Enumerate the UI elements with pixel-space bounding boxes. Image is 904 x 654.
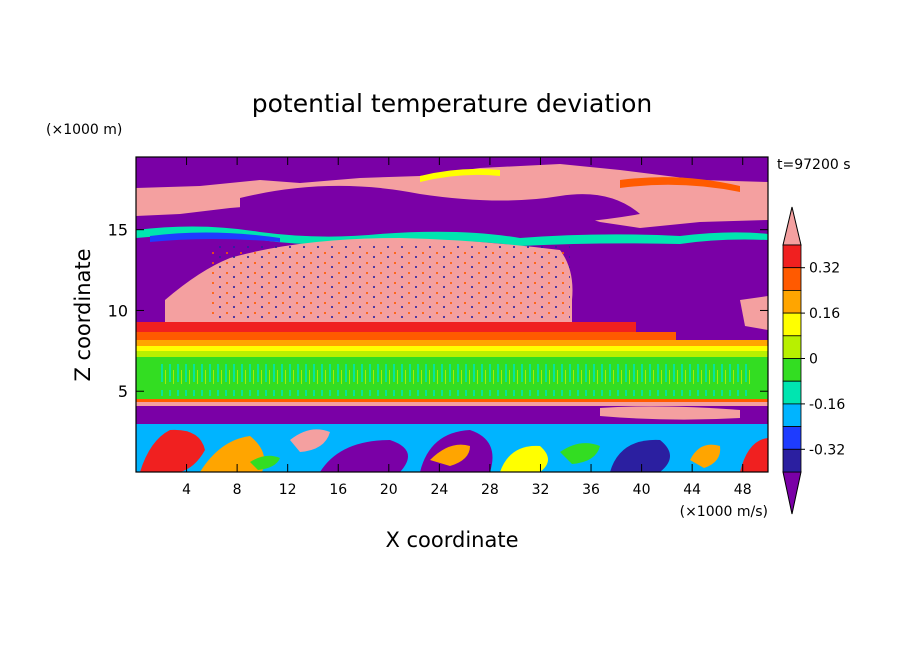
upper-edge-yellow (420, 168, 500, 182)
band-yellow (136, 346, 768, 351)
y-tick-label: 15 (108, 221, 128, 240)
colorbar-extend-top (782, 206, 802, 246)
x-axis-label: X coordinate (385, 528, 518, 552)
x-tick-label: 24 (430, 482, 448, 498)
plot-frame (135, 156, 769, 473)
x-tick-label: 12 (279, 482, 297, 498)
colorbar-box (782, 403, 802, 427)
bl-yellow-cell (500, 445, 548, 472)
y-tick-label: 10 (108, 301, 128, 320)
colorbar-box (782, 358, 802, 382)
bl-red-cell (740, 438, 768, 472)
colorbar-box (782, 289, 802, 314)
upper-cold-lens (240, 185, 640, 228)
bl-red-plume (140, 429, 205, 472)
mid-filament-blue (150, 232, 280, 242)
colorbar-label: -0.32 (809, 442, 845, 458)
inversion-line-pink (136, 402, 768, 406)
x-tick-label: 28 (481, 482, 499, 498)
colorbar-box (782, 244, 802, 269)
x-tick-label: 40 (633, 482, 651, 498)
colorbar: 0.32 0.16 0 -0.16 -0.32 (782, 206, 845, 515)
colorbar-box (782, 448, 802, 473)
colorbar-label: 0 (809, 352, 818, 368)
colorbar-box (782, 380, 802, 405)
right-warm-patch (740, 296, 768, 330)
colorbar-box (782, 335, 802, 359)
bl-green-cell-2 (250, 455, 280, 470)
neutral-streaks (160, 362, 750, 396)
bl-orange-cell-2 (690, 444, 721, 468)
band-orange (136, 332, 676, 340)
x-tick-label: 4 (182, 482, 191, 498)
x-tick-label: 32 (532, 482, 550, 498)
bl-pink-plume (290, 429, 330, 452)
colorbar-label: 0.16 (809, 306, 840, 322)
dome-specks (210, 245, 570, 325)
y-axis-label: Z coordinate (71, 248, 95, 381)
bl-orange-plume (200, 436, 265, 472)
x-tick-label: 36 (582, 482, 600, 498)
x-unit-label: (×1000 m/s) (680, 504, 768, 520)
colorbar-box (782, 267, 802, 291)
x-axis: 4 8 12 16 20 24 28 32 36 40 44 48 (182, 157, 752, 498)
time-label: t=97200 s (777, 157, 851, 173)
y-axis: 5 10 15 (108, 221, 768, 401)
band-red (136, 322, 636, 332)
y-unit-label: (×1000 m) (46, 122, 122, 138)
bl-cold-pool (320, 440, 408, 472)
x-tick-label: 16 (329, 482, 347, 498)
x-tick-label: 20 (380, 482, 398, 498)
x-tick-label: 48 (734, 482, 752, 498)
inversion-line-orange (136, 399, 768, 402)
mid-filament (136, 226, 768, 246)
x-tick-label: 44 (683, 482, 701, 498)
low-warm-lens (600, 406, 740, 420)
band-lime (136, 351, 768, 357)
x-tick-label: 8 (233, 482, 242, 498)
colorbar-label: 0.32 (809, 261, 840, 277)
chart-title: potential temperature deviation (252, 89, 652, 118)
colorbar-label: -0.16 (809, 397, 845, 413)
colorbar-box (782, 312, 802, 337)
y-tick-label: 5 (118, 382, 128, 401)
band-amber (136, 340, 768, 346)
bl-green-cell (560, 443, 600, 464)
bl-navy-cell (610, 439, 670, 472)
colorbar-extend-bottom (782, 471, 802, 515)
colorbar-box (782, 426, 802, 450)
contour-field (136, 157, 768, 472)
bl-orange-cell (430, 444, 470, 466)
upper-edge-orange (620, 177, 740, 192)
